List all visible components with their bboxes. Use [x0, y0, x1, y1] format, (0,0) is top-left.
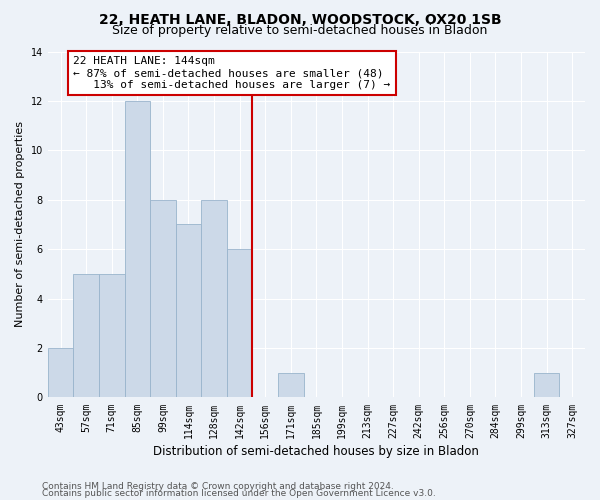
Text: Size of property relative to semi-detached houses in Bladon: Size of property relative to semi-detach…	[112, 24, 488, 37]
Text: Contains HM Land Registry data © Crown copyright and database right 2024.: Contains HM Land Registry data © Crown c…	[42, 482, 394, 491]
Bar	[125, 101, 150, 398]
Text: 22 HEATH LANE: 144sqm
← 87% of semi-detached houses are smaller (48)
   13% of s: 22 HEATH LANE: 144sqm ← 87% of semi-deta…	[73, 56, 391, 90]
Bar	[99, 274, 125, 398]
Bar	[176, 224, 201, 398]
Bar	[227, 249, 253, 398]
Bar	[150, 200, 176, 398]
Text: 22, HEATH LANE, BLADON, WOODSTOCK, OX20 1SB: 22, HEATH LANE, BLADON, WOODSTOCK, OX20 …	[98, 12, 502, 26]
Y-axis label: Number of semi-detached properties: Number of semi-detached properties	[15, 122, 25, 328]
Bar	[48, 348, 73, 398]
Bar	[201, 200, 227, 398]
Text: Contains public sector information licensed under the Open Government Licence v3: Contains public sector information licen…	[42, 489, 436, 498]
Bar	[73, 274, 99, 398]
Bar	[534, 372, 559, 398]
X-axis label: Distribution of semi-detached houses by size in Bladon: Distribution of semi-detached houses by …	[154, 444, 479, 458]
Bar	[278, 372, 304, 398]
